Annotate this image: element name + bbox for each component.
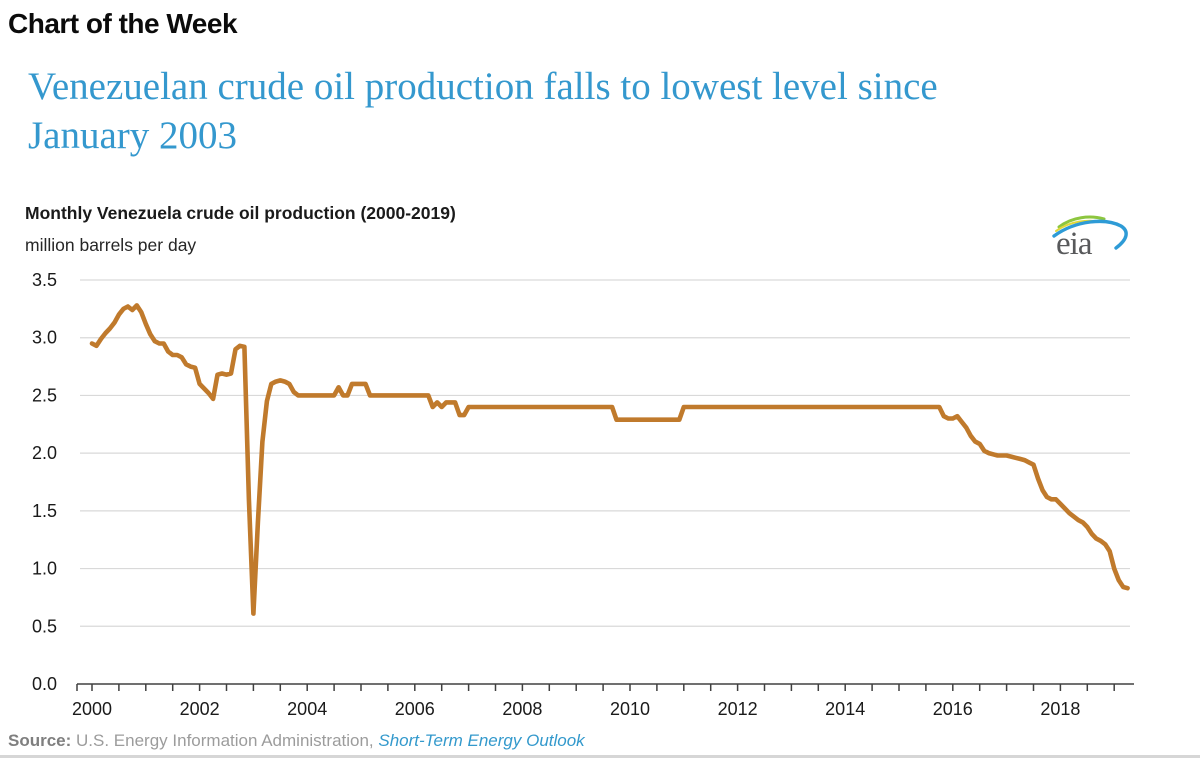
y-tick-label: 0.0	[32, 674, 57, 694]
x-tick-label: 2014	[825, 699, 865, 719]
bottom-edge-divider	[0, 755, 1200, 758]
y-tick-label: 3.5	[32, 270, 57, 290]
x-tick-label: 2002	[180, 699, 220, 719]
source-link[interactable]: Short-Term Energy Outlook	[378, 731, 585, 750]
eia-logo-blue-arc	[1052, 219, 1128, 250]
x-tick-label: 2008	[502, 699, 542, 719]
eia-logo: eia	[1052, 215, 1128, 262]
y-tick-label: 0.5	[32, 616, 57, 636]
y-tick-label: 2.0	[32, 443, 57, 463]
headline: Venezuelan crude oil production falls to…	[28, 62, 1193, 160]
page-kicker: Chart of the Week	[8, 8, 238, 39]
x-tick-label: 2018	[1040, 699, 1080, 719]
eia-logo-green-arc	[1057, 215, 1106, 229]
y-tick-label: 3.0	[32, 328, 57, 348]
source-label: Source:	[8, 731, 72, 750]
x-tick-label: 2006	[395, 699, 435, 719]
x-tick-label: 2016	[933, 699, 973, 719]
x-tick-label: 2012	[718, 699, 758, 719]
production-series-line	[89, 303, 1130, 616]
chart-subtitle: million barrels per day	[25, 235, 197, 255]
chart-title: Monthly Venezuela crude oil production (…	[25, 203, 456, 223]
x-tick-label: 2010	[610, 699, 650, 719]
headline-line-2: January 2003	[28, 114, 238, 157]
x-tick-label: 2000	[72, 699, 112, 719]
source-text: U.S. Energy Information Administration,	[71, 731, 379, 750]
x-tick-label: 2004	[287, 699, 327, 719]
headline-line-1: Venezuelan crude oil production falls to…	[28, 65, 938, 108]
source-line: Source: U.S. Energy Information Administ…	[8, 731, 585, 751]
y-tick-label: 2.5	[32, 385, 57, 405]
y-tick-label: 1.5	[32, 501, 57, 521]
y-tick-label: 1.0	[32, 559, 57, 579]
eia-logo-text: eia	[1056, 226, 1093, 262]
